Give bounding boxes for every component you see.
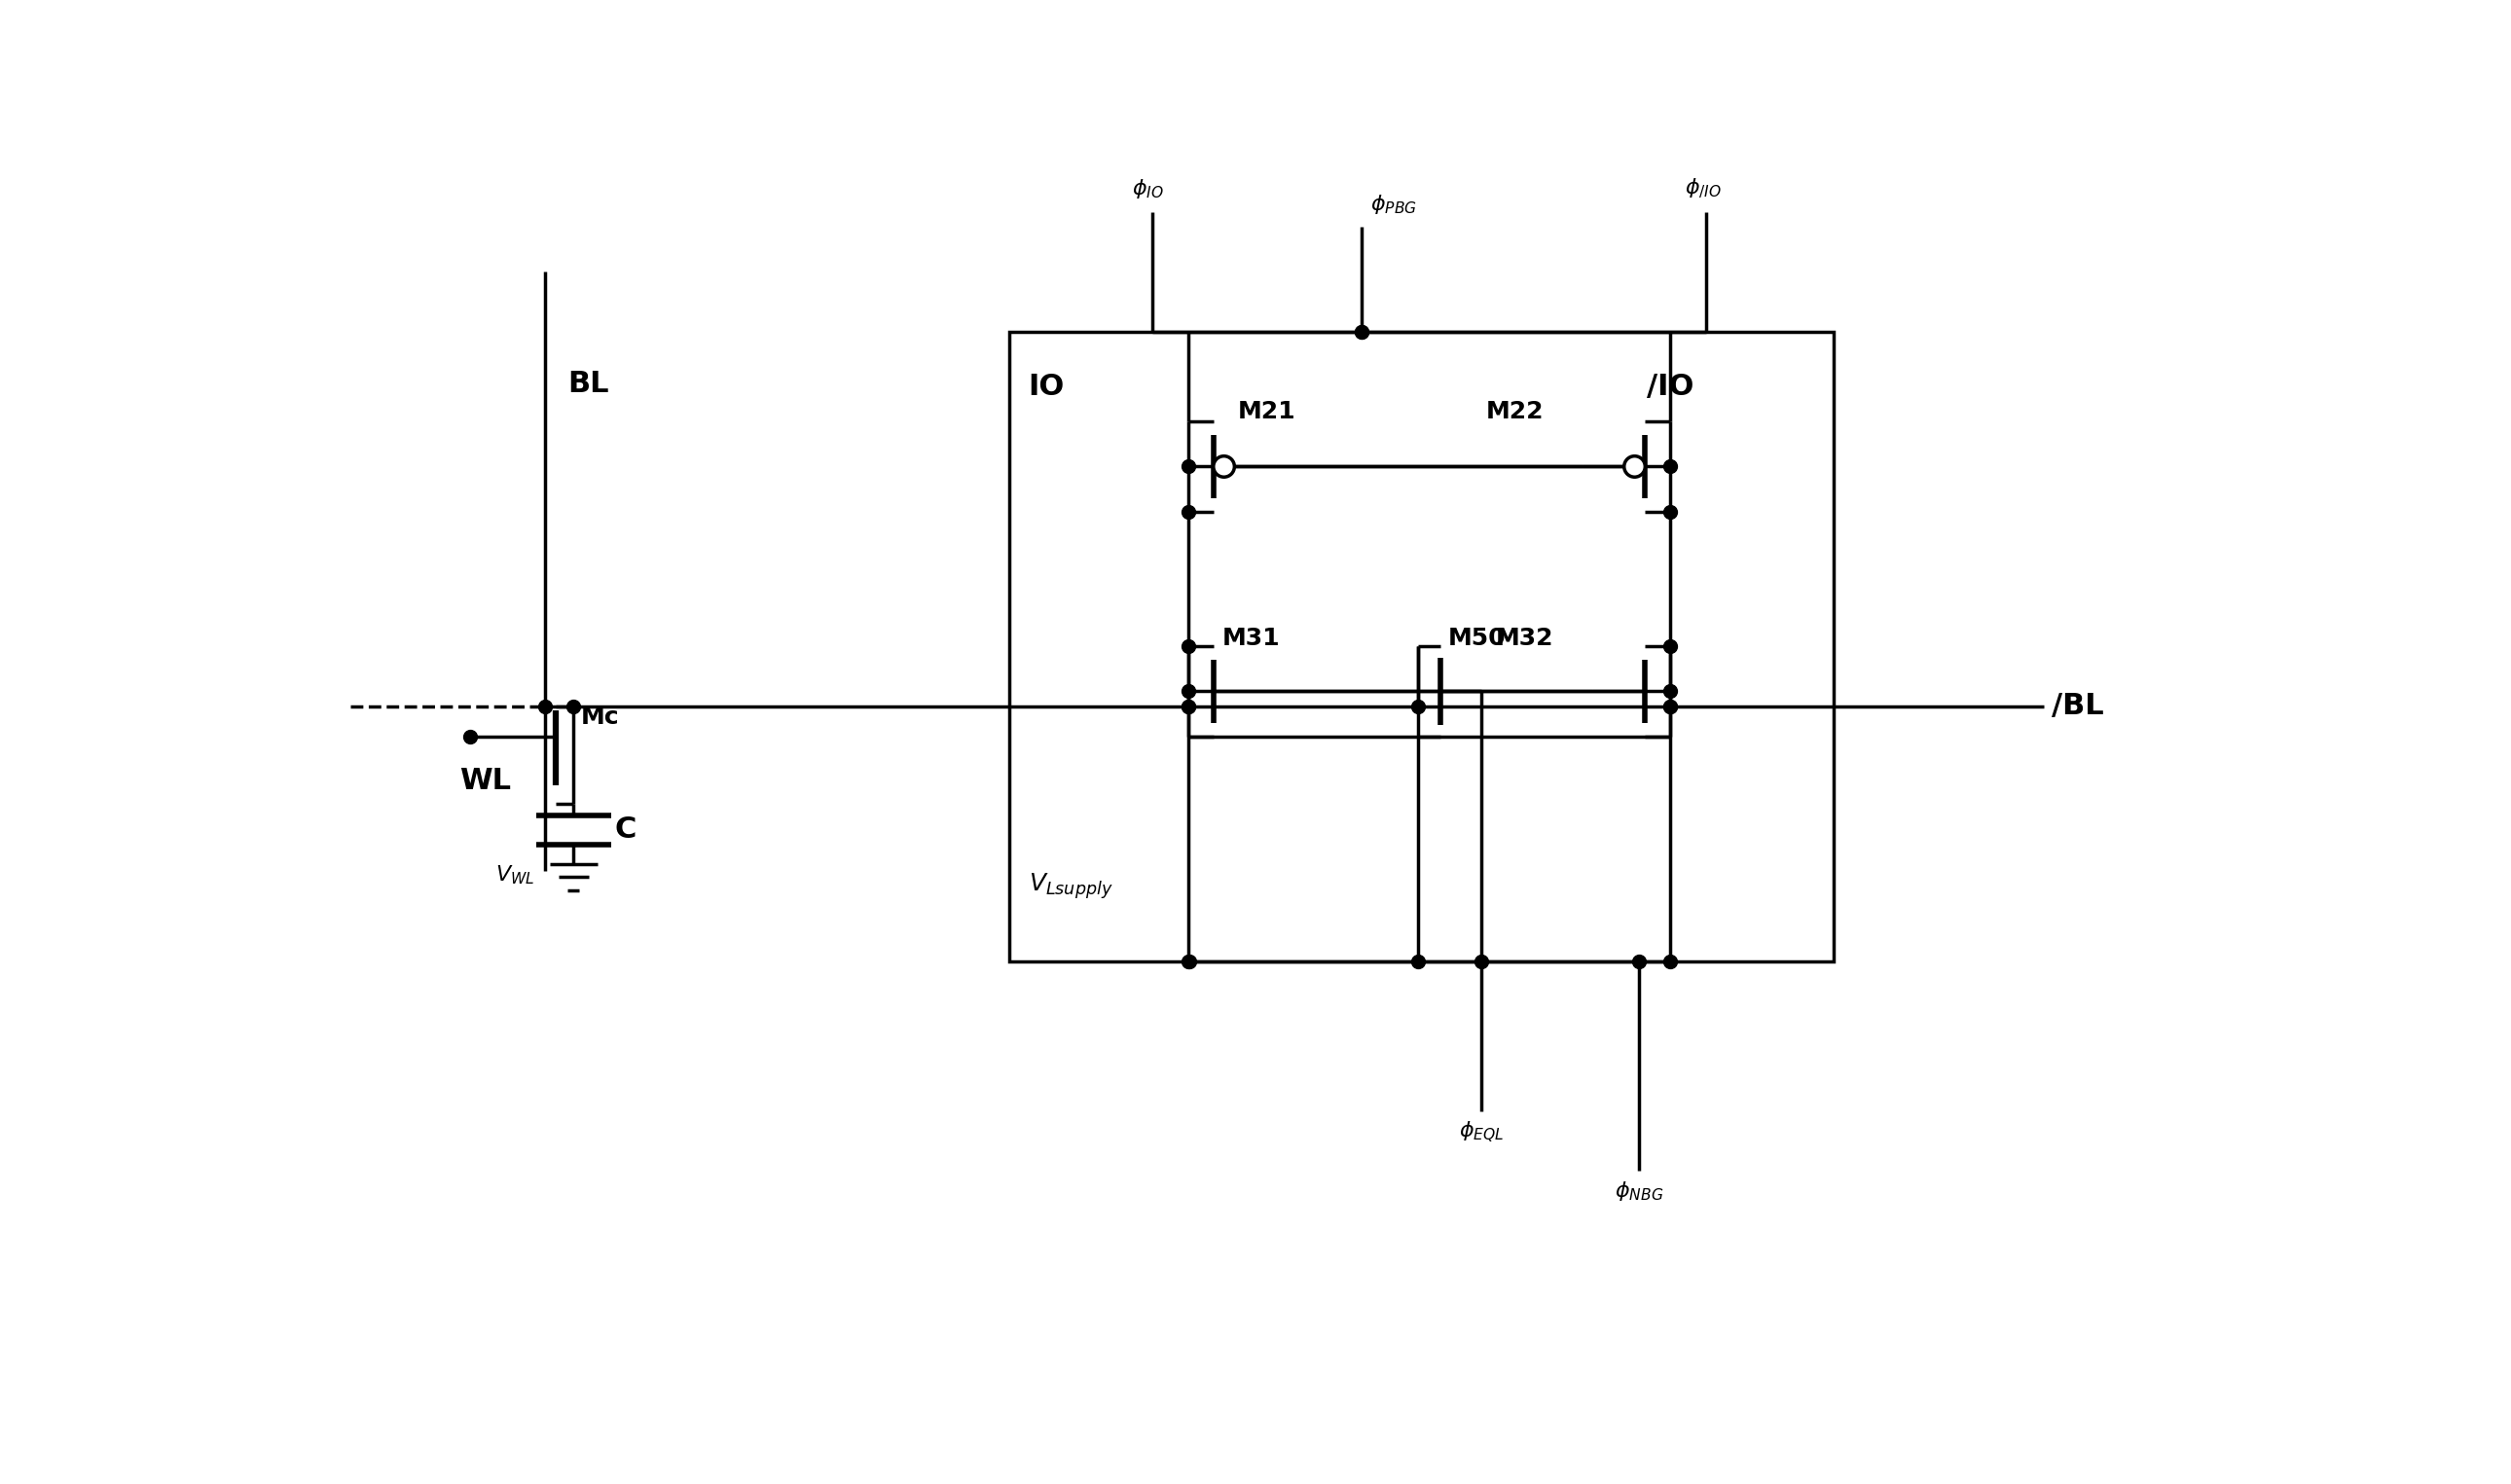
Point — [1650, 500, 1690, 524]
Text: $\phi_{/IO}$: $\phi_{/IO}$ — [1685, 177, 1723, 200]
Point — [449, 724, 490, 748]
Point — [1341, 321, 1381, 344]
Point — [1168, 680, 1208, 703]
Point — [552, 695, 593, 718]
Text: M31: M31 — [1223, 626, 1281, 650]
Text: /IO: /IO — [1647, 372, 1695, 401]
Text: M32: M32 — [1494, 626, 1554, 650]
Point — [525, 695, 565, 718]
Point — [1168, 454, 1208, 478]
Point — [1461, 950, 1502, 974]
Text: M22: M22 — [1487, 399, 1544, 423]
Circle shape — [1625, 456, 1645, 476]
Point — [1168, 635, 1208, 659]
Point — [1168, 500, 1208, 524]
Point — [1650, 635, 1690, 659]
Point — [1170, 950, 1210, 974]
Point — [1650, 695, 1690, 718]
Text: C: C — [615, 816, 635, 844]
Text: $\phi_{EQL}$: $\phi_{EQL}$ — [1459, 1120, 1504, 1144]
Bar — [1009, 332, 1833, 962]
Point — [1168, 695, 1208, 718]
Point — [1341, 321, 1381, 344]
Circle shape — [1213, 456, 1235, 476]
Text: IO: IO — [1030, 372, 1065, 401]
Text: M50: M50 — [1449, 626, 1507, 650]
Text: $\phi_{PBG}$: $\phi_{PBG}$ — [1371, 193, 1419, 215]
Point — [1650, 950, 1690, 974]
Text: $\phi_{IO}$: $\phi_{IO}$ — [1132, 177, 1165, 200]
Text: $V_{Lsupply}$: $V_{Lsupply}$ — [1030, 871, 1112, 901]
Text: $\phi_{NBG}$: $\phi_{NBG}$ — [1615, 1180, 1665, 1204]
Point — [1620, 950, 1660, 974]
Text: $V_{WL}$: $V_{WL}$ — [495, 864, 535, 886]
Point — [1650, 695, 1690, 718]
Text: M21: M21 — [1238, 399, 1296, 423]
Point — [1650, 680, 1690, 703]
Text: WL: WL — [460, 767, 510, 795]
Point — [1399, 950, 1439, 974]
Point — [1399, 695, 1439, 718]
Text: /BL: /BL — [2051, 692, 2104, 720]
Point — [1168, 695, 1208, 718]
Text: Mc: Mc — [580, 706, 620, 729]
Point — [1650, 454, 1690, 478]
Point — [1168, 950, 1208, 974]
Text: BL: BL — [567, 370, 608, 398]
